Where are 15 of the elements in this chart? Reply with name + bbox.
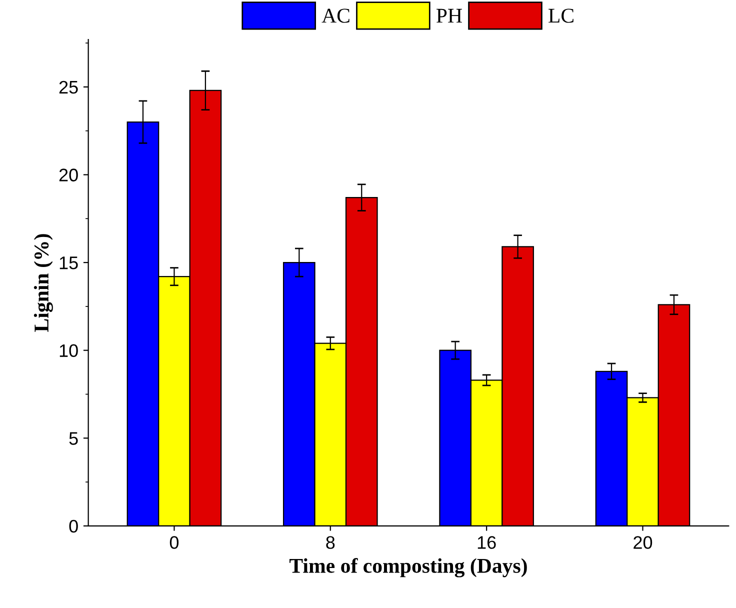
legend-label: LC [548, 8, 574, 23]
y-tick-label: 20 [59, 168, 78, 182]
x-tick-label: 0 [170, 536, 179, 549]
x-tick-label: 16 [478, 536, 496, 549]
y-tick-label: 25 [59, 80, 78, 94]
x-axis-title: Time of composting (Days) [289, 558, 527, 578]
y-axis-title: Lignin (%) [34, 234, 53, 332]
y-tick-label: 10 [60, 344, 78, 358]
x-tick-label: 8 [326, 536, 335, 549]
y-tick-label: 15 [60, 256, 78, 270]
legend-label: PH [436, 8, 462, 23]
y-tick-label: 0 [69, 520, 78, 533]
y-tick-label: 5 [69, 432, 78, 445]
x-tick-label: 20 [634, 536, 652, 549]
legend-label: AC [322, 8, 350, 23]
